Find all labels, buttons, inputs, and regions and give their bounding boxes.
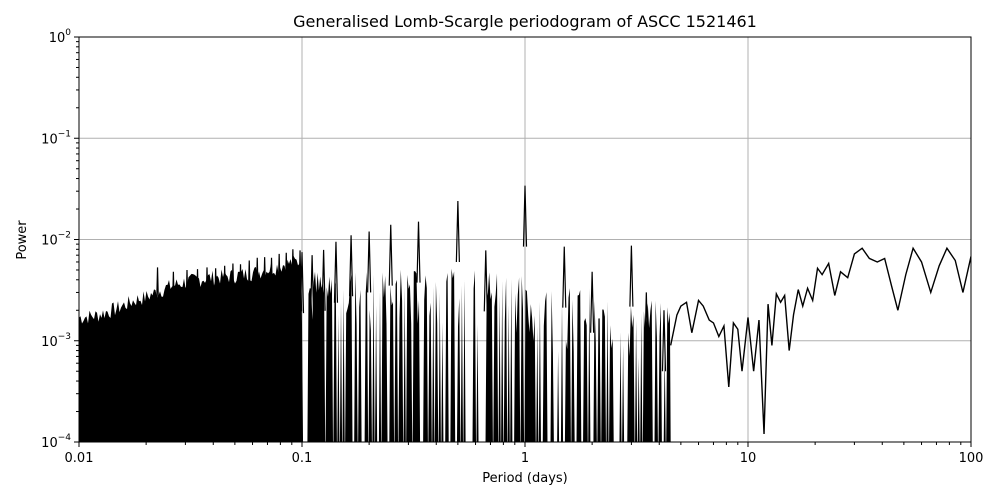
y-tick-label: 10−4 [41,433,71,451]
x-tick-label: 10 [740,451,757,466]
y-tick-label: 100 [49,28,72,46]
chart-title: Generalised Lomb-Scargle periodogram of … [293,12,757,31]
x-tick-label: 1 [521,451,529,466]
x-tick-label: 100 [959,451,984,466]
y-tick-label: 10−3 [41,332,71,350]
plot-area [79,185,971,442]
y-axis-label: Power [15,220,30,260]
dense-periodogram-peaks [155,185,667,372]
y-axis: 10−4 10−3 10−2 10−1 100 [41,28,79,451]
x-tick-label: 0.1 [292,451,313,466]
x-tick-label: 0.01 [65,451,94,466]
y-tick-label: 10−2 [41,231,71,249]
x-axis: 0.01 0.1 1 10 100 [65,442,984,466]
y-tick-label: 10−1 [41,129,71,147]
x-axis-label: Period (days) [482,471,568,486]
dense-periodogram-region [79,255,671,442]
periodogram-line [669,246,971,435]
